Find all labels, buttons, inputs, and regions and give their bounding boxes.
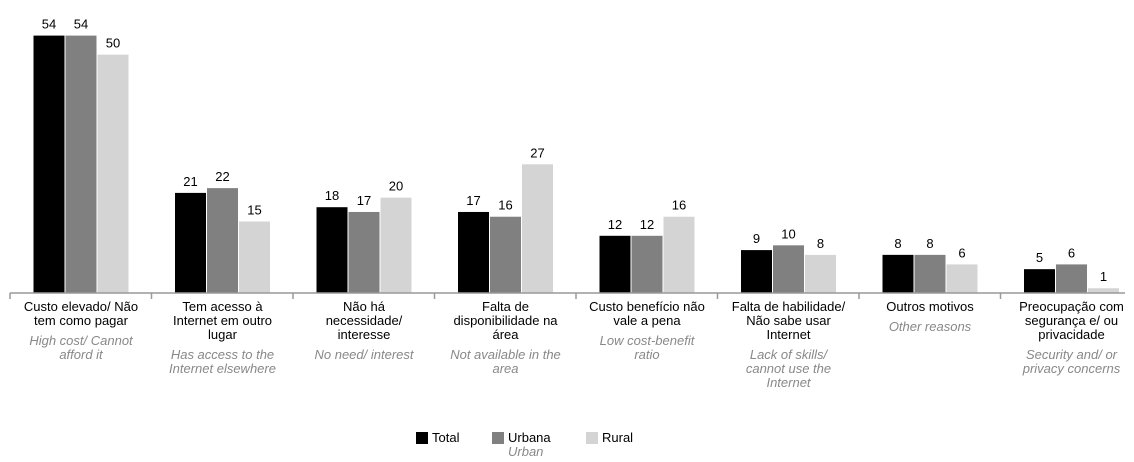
category-translation: Other reasons — [888, 319, 972, 334]
category-label: Falta de disponibilidade na área Not avai… — [448, 300, 564, 376]
bar — [207, 188, 238, 293]
category-translation: Low cost-benefit ratio — [599, 333, 695, 362]
value-label: 54 — [42, 17, 56, 32]
category-name: Preocupação com segurança e/ ou privacid… — [1019, 299, 1124, 342]
category-label: Tem acesso à Internet em outro lugar Has … — [165, 300, 281, 376]
bar — [33, 35, 65, 293]
bar — [65, 35, 97, 293]
value-label: 8 — [894, 236, 901, 251]
category-label: Não há necessidade/ interesse No need/ in… — [306, 300, 422, 362]
value-label: 16 — [672, 198, 686, 213]
bar — [316, 207, 348, 293]
value-label: 21 — [183, 174, 197, 189]
bar — [946, 264, 978, 293]
bar — [741, 250, 772, 293]
category-translation: Lack of skills/ cannot use the Internet — [745, 347, 832, 390]
category-label: Falta de habilidade/ Não sabe usar Inter… — [731, 300, 847, 390]
bar — [1024, 269, 1055, 293]
category-translation: Not available in the area — [450, 347, 561, 376]
category-name: Custo elevado/ Não tem como pagar — [23, 299, 139, 328]
value-label: 5 — [1036, 250, 1043, 265]
bar — [380, 197, 412, 293]
bar — [175, 192, 206, 293]
category-name: Falta de habilidade/ Não sabe usar Inter… — [731, 299, 846, 342]
category-name: Custo benefício não vale a pena — [589, 299, 705, 328]
category-label: Custo elevado/ Não tem como pagar High co… — [23, 300, 139, 362]
bar — [882, 254, 914, 293]
legend-entry: Total — [432, 431, 459, 445]
bar — [1056, 264, 1087, 293]
value-label: 16 — [498, 198, 512, 213]
category-translation: No need/ interest — [314, 347, 414, 362]
category-name: Falta de disponibilidade na área — [453, 299, 558, 342]
bar — [631, 235, 663, 293]
category-translation: Security and/ or privacy concerns — [1022, 347, 1121, 376]
value-label: 20 — [389, 179, 403, 194]
value-label: 6 — [1068, 245, 1075, 260]
value-label: 12 — [608, 217, 622, 232]
value-label: 54 — [74, 17, 88, 32]
category-name: Outros motivos — [886, 299, 974, 314]
value-label: 9 — [753, 231, 760, 246]
value-label: 12 — [640, 217, 654, 232]
category-translation: High cost/ Cannot afford it — [29, 333, 133, 362]
bar — [663, 216, 695, 293]
bar — [348, 211, 380, 293]
bar — [97, 54, 129, 293]
category-name: Tem acesso à Internet em outro lugar — [173, 299, 272, 342]
value-label: 17 — [357, 193, 371, 208]
legend-entry: Urbana Urban — [508, 431, 551, 459]
value-label: 27 — [530, 145, 544, 160]
value-label: 8 — [817, 236, 824, 251]
value-label: 18 — [325, 188, 339, 203]
legend-entry: Rural — [602, 431, 633, 445]
legend-label: Rural — [602, 430, 634, 445]
category-label: Outros motivos Other reasons — [872, 300, 988, 334]
legend-swatch — [492, 432, 504, 444]
value-label: 22 — [215, 169, 229, 184]
category-label: Custo benefício não vale a pena Low cost-… — [589, 300, 705, 362]
bar — [805, 254, 836, 293]
value-label: 6 — [958, 245, 965, 260]
legend-translation: Urban — [508, 444, 544, 459]
category-name: Não há necessidade/ interesse — [325, 299, 403, 342]
bar — [599, 235, 631, 293]
legend-swatch — [586, 432, 598, 444]
value-label: 50 — [106, 36, 120, 51]
legend-label: Total — [432, 430, 460, 445]
legend-label: Urbana — [508, 430, 551, 445]
value-label: 15 — [247, 203, 261, 218]
category-translation: Has access to the Internet elsewhere — [169, 347, 276, 376]
value-label: 8 — [926, 236, 933, 251]
value-label: 10 — [781, 226, 795, 241]
bar — [522, 164, 553, 293]
bar — [490, 216, 521, 293]
category-label: Preocupação com segurança e/ ou privacid… — [1014, 300, 1130, 376]
legend-swatch — [416, 432, 428, 444]
bar — [458, 211, 489, 293]
bar — [1088, 288, 1119, 293]
bar — [239, 221, 270, 293]
bar — [773, 245, 804, 293]
value-label: 17 — [466, 193, 480, 208]
bar — [914, 254, 946, 293]
value-label: 1 — [1100, 269, 1107, 284]
